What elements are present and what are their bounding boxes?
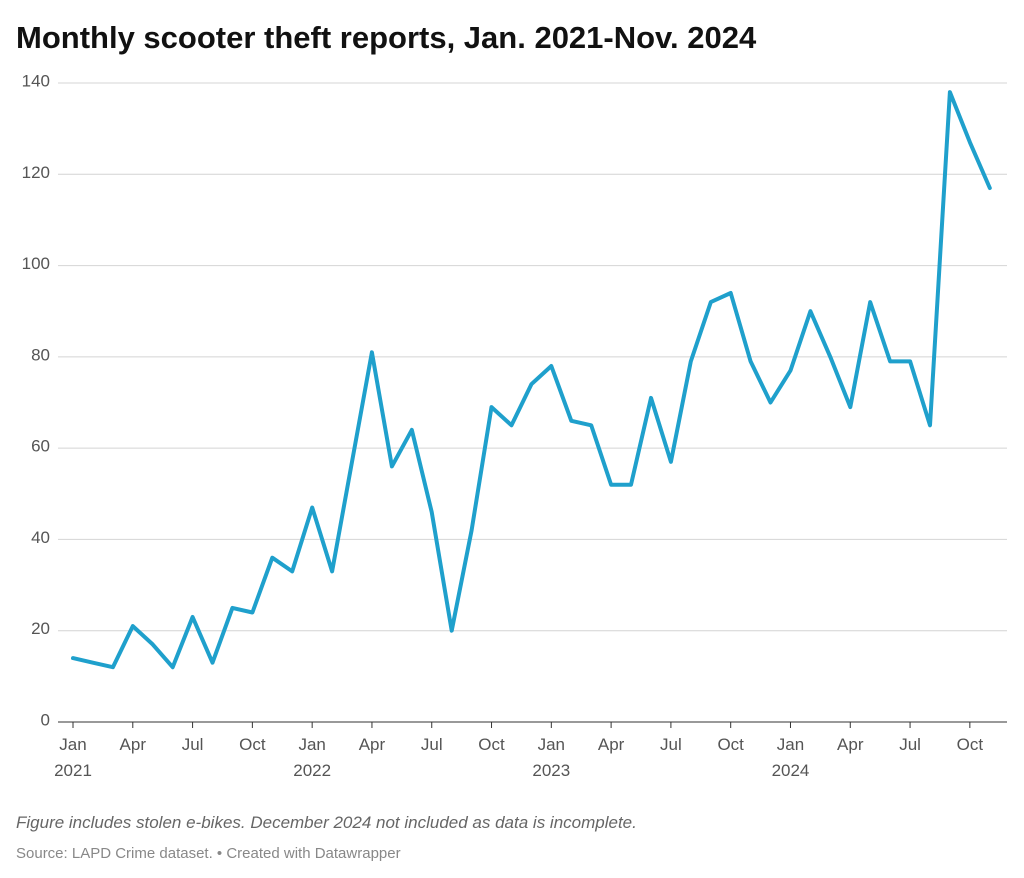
x-tick-label: Jul	[182, 735, 204, 754]
y-tick-label: 40	[31, 528, 50, 547]
chart-title: Monthly scooter theft reports, Jan. 2021…	[16, 20, 757, 55]
x-tick-label: Oct	[957, 735, 984, 754]
x-tick-label: Oct	[478, 735, 505, 754]
source: Source: LAPD Crime dataset. • Created wi…	[16, 845, 401, 862]
note: Figure includes stolen e-bikes. December…	[16, 813, 637, 832]
x-tick-label: Jan 2023	[532, 735, 570, 780]
y-tick-label: 80	[31, 345, 50, 364]
y-tick-label: 20	[31, 619, 50, 638]
x-tick-label: Jul	[421, 735, 443, 754]
x-tick-label: Jul	[899, 735, 921, 754]
y-tick-label: 100	[22, 254, 50, 273]
x-tick-label: Apr	[598, 735, 625, 754]
x-tick-label: Apr	[837, 735, 864, 754]
x-tick-label: Apr	[120, 735, 147, 754]
y-tick-label: 120	[22, 163, 50, 182]
x-tick-label: Jan 2022	[293, 735, 331, 780]
x-tick-label: Jul	[660, 735, 682, 754]
x-tick-label: Jan 2021	[54, 735, 92, 780]
y-tick-label: 60	[31, 437, 50, 456]
y-tick-label: 140	[22, 71, 50, 90]
y-tick-label: 0	[41, 710, 50, 729]
x-tick-label: Jan 2024	[772, 735, 810, 780]
x-tick-label: Apr	[359, 735, 386, 754]
x-tick-label: Oct	[717, 735, 744, 754]
data-line	[71, 90, 992, 670]
x-tick-label: Oct	[239, 735, 266, 754]
